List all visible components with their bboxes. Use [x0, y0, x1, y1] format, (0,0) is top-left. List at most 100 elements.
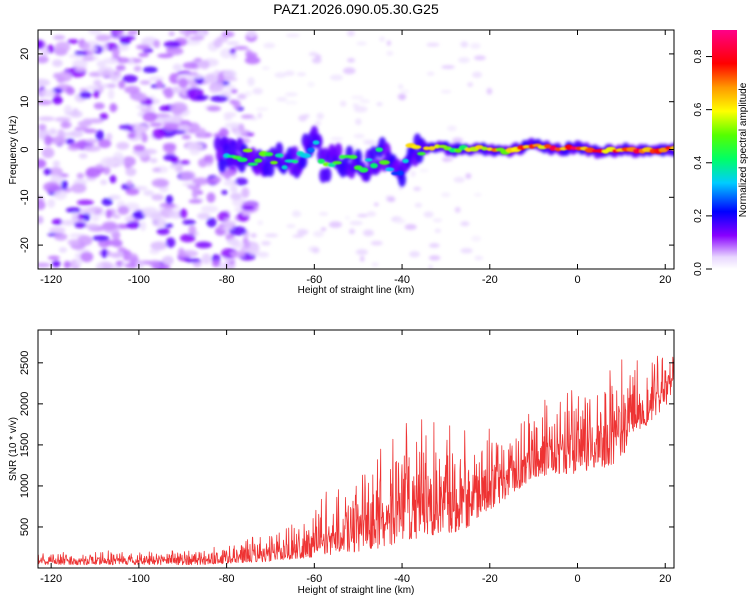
- ridge-core: [281, 165, 288, 170]
- noise-blob: [186, 142, 204, 151]
- noise-blob: [159, 105, 171, 112]
- noise-blob: [51, 260, 61, 268]
- snr-x-tick-label: -20: [482, 573, 498, 585]
- ridge-core: [454, 148, 462, 153]
- noise-blob: [232, 99, 241, 110]
- noise-blob: [296, 72, 307, 76]
- noise-blob: [241, 187, 250, 199]
- noise-blob: [234, 131, 248, 137]
- noise-blob: [38, 78, 51, 87]
- noise-blob: [218, 127, 229, 138]
- noise-blob: [313, 230, 324, 238]
- noise-blob: [163, 255, 174, 265]
- noise-blob: [54, 41, 71, 53]
- noise-blob: [204, 74, 214, 82]
- ridge-core: [247, 162, 259, 166]
- noise-blob: [91, 216, 100, 222]
- noise-blob: [151, 194, 164, 201]
- noise-blob: [409, 250, 421, 258]
- noise-blob: [229, 48, 236, 55]
- noise-blob: [43, 168, 52, 176]
- noise-blob: [244, 56, 261, 65]
- noise-blob: [460, 221, 470, 227]
- noise-blob: [194, 57, 203, 62]
- noise-blob: [180, 170, 196, 181]
- noise-blob: [142, 148, 158, 155]
- noise-blob: [138, 52, 150, 58]
- noise-blob: [38, 39, 44, 50]
- noise-blob: [386, 51, 394, 56]
- ridge-core: [523, 144, 531, 149]
- noise-blob: [77, 120, 92, 127]
- noise-blob: [264, 233, 279, 238]
- noise-blob: [351, 144, 358, 149]
- noise-blob: [206, 217, 217, 228]
- noise-blob: [284, 92, 298, 97]
- noise-blob: [200, 205, 219, 213]
- noise-blob: [71, 212, 79, 223]
- noise-blob: [177, 124, 191, 131]
- spectrogram-x-tick-label: -60: [306, 274, 322, 286]
- noise-blob: [284, 70, 295, 76]
- ridge-core: [676, 147, 682, 152]
- noise-blob: [39, 88, 56, 98]
- noise-blob: [127, 30, 139, 35]
- noise-blob: [355, 118, 362, 126]
- noise-blob: [316, 112, 324, 120]
- noise-blob: [133, 144, 146, 152]
- ridge-core: [417, 151, 426, 156]
- noise-blob: [470, 42, 481, 50]
- spectrogram-x-tick-label: -80: [219, 274, 235, 286]
- noise-blob: [166, 47, 184, 56]
- noise-blob: [359, 99, 370, 104]
- noise-blob: [41, 147, 55, 159]
- snr-x-label: Height of straight line (km): [298, 585, 415, 596]
- noise-blob: [227, 237, 240, 246]
- noise-blob: [124, 215, 135, 223]
- noise-blob: [93, 102, 105, 110]
- snr-y-ticks: 500 1000 1500 2000 2500: [19, 351, 674, 536]
- noise-blob: [211, 259, 222, 268]
- noise-blob: [53, 35, 66, 41]
- noise-blob: [95, 129, 105, 141]
- noise-blob: [38, 158, 47, 169]
- noise-blob: [171, 129, 186, 135]
- noise-blob: [311, 57, 322, 64]
- snr-y-tick-label: 500: [19, 518, 31, 536]
- noise-blob: [112, 239, 123, 248]
- noise-blob: [111, 30, 124, 37]
- noise-blob: [179, 160, 191, 165]
- spectrogram-x-tick-label: 0: [574, 274, 580, 286]
- noise-blob: [285, 33, 300, 38]
- noise-blob: [101, 221, 118, 231]
- noise-blob: [169, 163, 184, 169]
- noise-blob: [218, 262, 226, 269]
- noise-blob: [43, 181, 61, 193]
- noise-blobs: [38, 30, 493, 269]
- noise-blob: [165, 194, 174, 205]
- snr-x-tick-label: -100: [128, 573, 150, 585]
- noise-blob: [211, 81, 225, 92]
- noise-blob: [171, 86, 181, 94]
- noise-blob: [85, 138, 99, 144]
- figure-title: PAZ1.2026.090.05.30.G25: [273, 1, 439, 17]
- noise-blob: [307, 81, 315, 87]
- ridge-halo: [334, 143, 343, 158]
- noise-blob: [163, 154, 177, 161]
- noise-blob: [226, 222, 235, 227]
- noise-blob: [410, 170, 416, 178]
- noise-blob: [213, 176, 222, 182]
- noise-blob: [162, 88, 173, 95]
- noise-blob: [261, 241, 271, 246]
- noise-blob: [76, 172, 85, 179]
- ridge-inner: [222, 140, 682, 176]
- ridge-core: [396, 170, 404, 176]
- noise-blob: [400, 89, 410, 94]
- noise-blob: [197, 212, 211, 220]
- noise-blob: [38, 123, 47, 131]
- noise-blob: [172, 63, 183, 72]
- noise-blob: [38, 116, 55, 122]
- noise-blob: [183, 39, 201, 46]
- ridge-halo: [290, 146, 299, 161]
